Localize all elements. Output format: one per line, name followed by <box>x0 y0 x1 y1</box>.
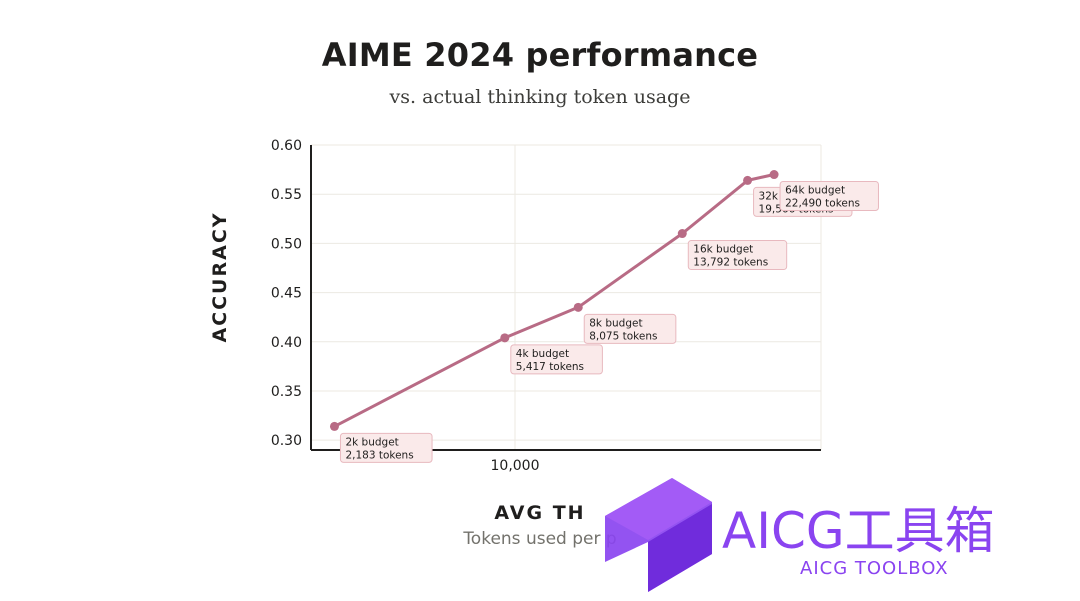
y-tick-label: 0.60 <box>271 138 302 154</box>
data-label-tokens: 22,490 tokens <box>785 198 860 210</box>
data-label-tokens: 13,792 tokens <box>693 257 768 269</box>
y-tick-label: 0.30 <box>271 433 302 449</box>
y-tick-label: 0.35 <box>271 384 302 400</box>
data-point <box>573 302 583 312</box>
y-tick-label: 0.45 <box>271 286 302 302</box>
watermark-text: AICG工具箱 <box>722 502 995 560</box>
data-label-budget: 8k budget <box>589 317 642 329</box>
x-tick-label: 10,000 <box>491 458 540 474</box>
data-label-budget: 4k budget <box>516 348 569 360</box>
chart-subtitle: vs. actual thinking token usage <box>389 86 691 108</box>
data-label-box <box>510 344 603 375</box>
y-tick-labels: 0.60 0.55 0.50 0.45 0.40 0.35 0.30 <box>271 138 302 449</box>
data-label-budget: 16k budget <box>693 244 753 256</box>
data-label-box <box>339 432 433 463</box>
y-tick-label: 0.50 <box>271 236 302 252</box>
data-label-budget: 64k budget <box>785 185 845 197</box>
grid-lines <box>311 144 822 450</box>
watermark-subtext: AICG TOOLBOX <box>800 558 949 579</box>
watermark-logo-icon <box>605 478 712 592</box>
series-line <box>333 173 776 428</box>
y-tick-label: 0.40 <box>271 335 302 351</box>
data-label-box <box>687 240 788 271</box>
y-tick-label: 0.55 <box>271 187 302 203</box>
x-axis-sublabel: Tokens used per p <box>463 529 617 549</box>
data-label-tokens: 5,417 tokens <box>516 361 584 373</box>
x-axis-label: AVG TH <box>494 502 586 524</box>
data-label-tokens: 8,075 tokens <box>589 330 657 342</box>
data-point <box>329 421 339 431</box>
data-point <box>743 175 753 185</box>
series-line-path <box>333 173 776 428</box>
data-point <box>677 229 687 239</box>
data-label-tokens: 2,183 tokens <box>345 449 413 461</box>
data-point <box>500 333 510 343</box>
data-points <box>329 170 779 431</box>
data-label-box <box>779 181 879 212</box>
data-label-budget: 2k budget <box>345 436 398 448</box>
chart-title: AIME 2024 performance <box>321 36 759 74</box>
data-label-box <box>583 313 677 344</box>
data-point <box>769 170 779 180</box>
